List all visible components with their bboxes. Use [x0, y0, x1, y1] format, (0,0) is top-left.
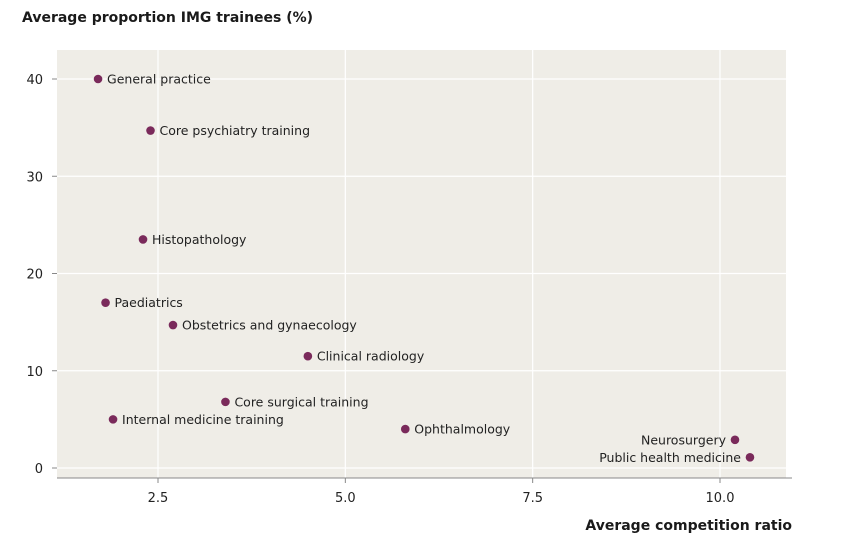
y-tick-label: 30 — [26, 170, 43, 185]
x-tick-label: 7.5 — [522, 491, 543, 506]
data-point — [221, 397, 230, 407]
data-point-group: Core psychiatry training — [146, 123, 310, 138]
data-point-group: Clinical radiology — [303, 349, 425, 364]
y-axis-ticks: 0 10 20 30 40 — [26, 73, 57, 477]
data-point — [138, 235, 148, 244]
data-points: General practice Core psychiatry training… — [93, 72, 755, 465]
x-axis-ticks: 2.5 5.0 7.5 10.0 — [148, 478, 735, 506]
data-point-label: Core psychiatry training — [160, 123, 311, 138]
y-tick-label: 40 — [26, 73, 43, 88]
y-axis-title: Average proportion IMG trainees (%) — [22, 10, 313, 26]
data-point — [101, 298, 110, 307]
x-axis-title: Average competition ratio — [585, 518, 792, 534]
data-point-group: Ophthalmology — [400, 422, 511, 437]
data-point — [745, 453, 755, 462]
x-tick-label: 2.5 — [148, 491, 169, 506]
data-point-label: Neurosurgery — [641, 432, 727, 447]
data-point-group: Paediatrics — [101, 295, 183, 310]
data-point-label: Paediatrics — [115, 295, 183, 310]
gridlines — [57, 50, 786, 478]
data-point-group: Internal medicine training — [108, 412, 284, 427]
data-point-group: Public health medicine — [599, 450, 755, 465]
x-tick-label: 5.0 — [335, 491, 356, 506]
data-point-group: Obstetrics and gynaecology — [168, 318, 357, 333]
data-point-label: Core surgical training — [234, 394, 368, 409]
data-point-label: Ophthalmology — [414, 422, 511, 437]
data-point-label: Public health medicine — [599, 450, 741, 465]
data-point-group: General practice — [93, 72, 211, 87]
data-point-label: Internal medicine training — [122, 412, 284, 427]
data-point-label: Obstetrics and gynaecology — [182, 318, 357, 333]
data-point-label: General practice — [107, 72, 211, 87]
data-point — [168, 320, 178, 330]
data-point — [93, 74, 103, 84]
data-point — [400, 424, 410, 434]
data-point — [108, 415, 118, 424]
data-point-group: Histopathology — [138, 232, 247, 247]
y-tick-label: 0 — [35, 462, 43, 477]
y-tick-label: 10 — [26, 365, 43, 380]
plot-background — [57, 50, 786, 478]
y-tick-label: 20 — [26, 268, 43, 283]
data-point — [303, 351, 313, 361]
data-point-group: Core surgical training — [221, 394, 369, 409]
data-point — [146, 126, 155, 135]
data-point-label: Clinical radiology — [317, 349, 425, 364]
data-point-group: Neurosurgery — [641, 432, 740, 447]
data-point — [730, 435, 740, 445]
x-tick-label: 10.0 — [706, 491, 735, 506]
data-point-label: Histopathology — [152, 232, 247, 247]
